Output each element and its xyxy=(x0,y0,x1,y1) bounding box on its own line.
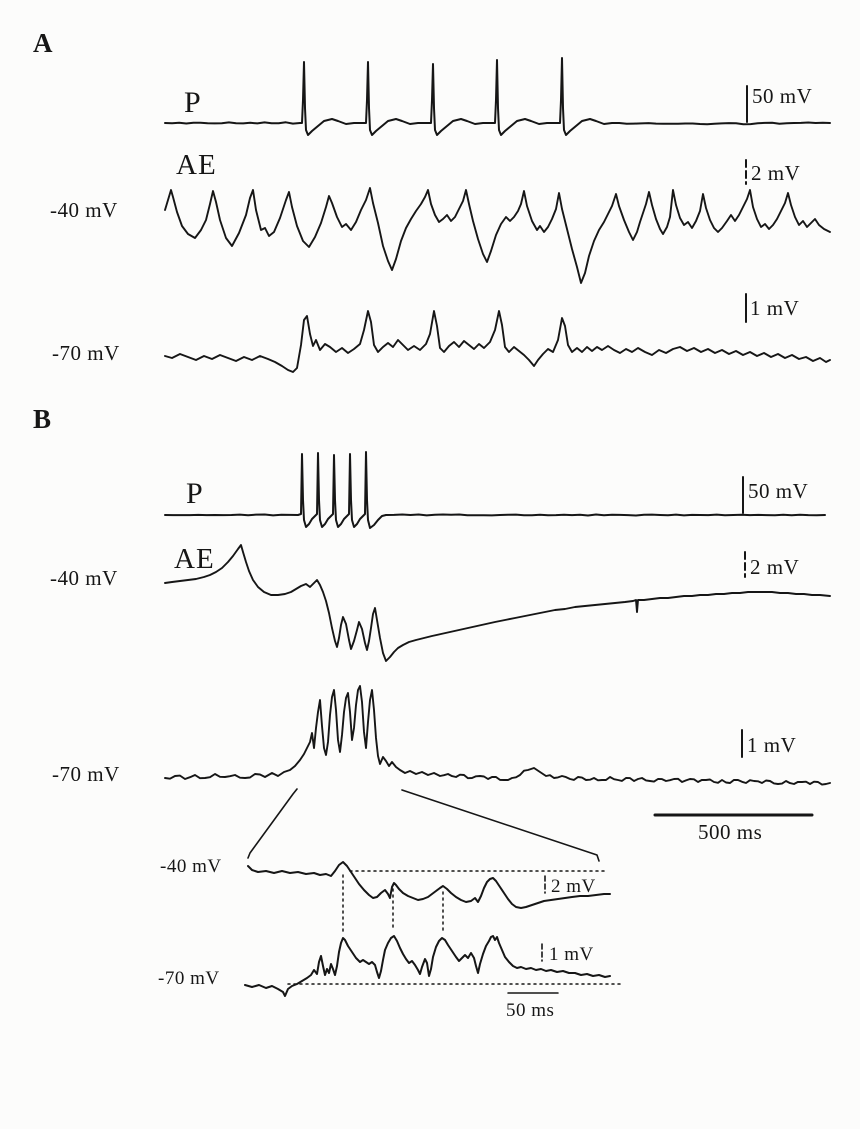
panel-b-ae-label: AE xyxy=(174,543,215,575)
trace-a-70mv xyxy=(164,310,831,373)
trace-a-ae xyxy=(164,187,831,284)
trace-a-p xyxy=(164,57,831,136)
panel-b-minus70-label: -70 mV xyxy=(52,762,120,786)
panel-a-minus40-label: -40 mV xyxy=(50,198,118,222)
panel-a-ae-label: AE xyxy=(176,149,217,181)
trace-b-70mv xyxy=(164,685,831,786)
panel-b-2mv-scale: 2 mV xyxy=(750,555,800,579)
panel-b-50mv-scale: 50 mV xyxy=(748,479,809,503)
zoom-line-left xyxy=(247,788,298,859)
panel-b-minus40-label: -40 mV xyxy=(50,566,118,590)
inset-50ms-scale: 50 ms xyxy=(506,1000,555,1021)
panel-b-1mv-scale: 1 mV xyxy=(747,733,797,757)
inset-2mv-scale: 2 mV xyxy=(551,876,596,897)
panel-a-50mv-scale: 50 mV xyxy=(752,84,813,108)
panel-a-1mv-scale: 1 mV xyxy=(750,296,800,320)
trace-b-ae xyxy=(164,544,831,662)
panel-b-500ms-scale: 500 ms xyxy=(698,820,763,844)
trace-inset-70mv xyxy=(244,935,611,997)
trace-b-p xyxy=(164,451,826,529)
panel-a-minus70-label: -70 mV xyxy=(52,341,120,365)
panel-b-label: B xyxy=(33,404,52,434)
panel-b-p-label: P xyxy=(186,477,204,510)
panel-a-label: A xyxy=(33,28,53,58)
inset-1mv-scale: 1 mV xyxy=(549,944,594,965)
zoom-line-right xyxy=(401,789,600,862)
trace-inset-40mv xyxy=(247,861,611,909)
panel-a-p-label: P xyxy=(184,86,202,119)
panel-a-2mv-scale: 2 mV xyxy=(751,161,801,185)
inset-minus70-label: -70 mV xyxy=(158,968,220,989)
inset-minus40-label: -40 mV xyxy=(160,856,222,877)
